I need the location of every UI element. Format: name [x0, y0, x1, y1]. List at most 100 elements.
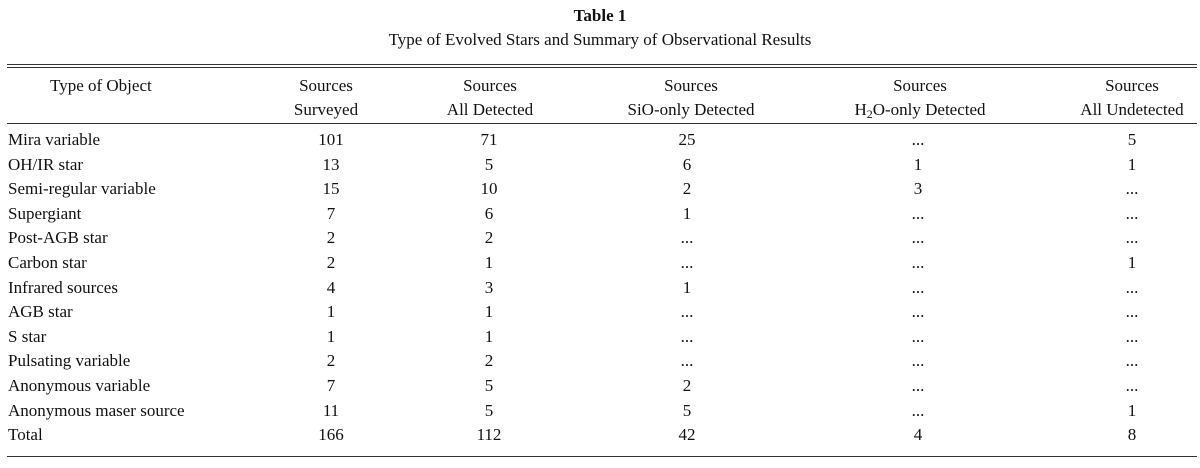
table-cell: 71 — [480, 130, 498, 149]
header-sources-surveyed: Sources Surveyed — [276, 74, 376, 122]
table-row: Total 166 112 42 4 8 — [0, 423, 1200, 448]
table-row: Semi-regular variable 15 10 2 3... — [0, 177, 1200, 202]
table-body: Mira variable 101 71 25... 5 OH/IR star 13 5 6 1 1… — [0, 128, 1200, 448]
table-cell: 2 — [484, 351, 494, 371]
table-row: Pulsating variable 2 2......... — [0, 349, 1200, 374]
table-cell: 1 — [326, 302, 336, 322]
table-cell: 8 — [1127, 425, 1137, 445]
table-cell: ... — [1125, 351, 1139, 371]
table-cell: ... — [911, 277, 925, 297]
table-row: Anonymous maser source 11 5 5... 1 — [0, 399, 1200, 424]
row-label: Anonymous maser source — [8, 400, 185, 420]
table-row: Supergiant 7 6 1...... — [0, 202, 1200, 227]
table-cell: ... — [911, 203, 925, 223]
table-cell: 10 — [480, 179, 498, 199]
header-label-h2o: H2O-only Detected — [820, 98, 1020, 122]
table-cell: 2 — [326, 228, 336, 248]
header-sources-h2o-only: Sources H2O-only Detected — [820, 74, 1020, 122]
table-cell: ... — [911, 375, 925, 395]
table-cell: 5 — [1127, 130, 1137, 149]
bottom-rule — [7, 456, 1197, 457]
header-rule — [7, 123, 1197, 124]
table-cell: 3 — [913, 179, 923, 199]
top-rule-1 — [7, 64, 1197, 65]
row-label: S star — [8, 326, 47, 346]
header-label: All Undetected — [1080, 100, 1184, 119]
table-cell: 166 — [318, 425, 344, 445]
table-cell: 1 — [1127, 252, 1137, 272]
table-row: Carbon star 2 1...... 1 — [0, 251, 1200, 276]
table-cell: ... — [680, 252, 694, 272]
table-cell: 1 — [1127, 400, 1137, 420]
table-cell: 2 — [326, 351, 336, 371]
header-label: All Detected — [446, 100, 534, 119]
table-row: Mira variable 101 71 25... 5 — [0, 128, 1200, 153]
table-cell: 1 — [326, 326, 336, 346]
table-cell: 3 — [484, 277, 494, 297]
table-cell: 1 — [913, 154, 923, 174]
table-cell: ... — [911, 351, 925, 371]
table-cell: ... — [911, 326, 925, 346]
table-row: Anonymous variable 7 5 2...... — [0, 374, 1200, 399]
table-cell: 5 — [484, 400, 494, 420]
table-cell: 7 — [326, 203, 336, 223]
table-cell: ... — [1125, 179, 1139, 199]
table-cell: 6 — [682, 154, 692, 174]
table-cell: 5 — [682, 400, 692, 420]
table-cell: ... — [911, 252, 925, 272]
table-cell: ... — [1125, 375, 1139, 395]
table-row: S star 1 1......... — [0, 325, 1200, 350]
table-cell: 2 — [326, 252, 336, 272]
table-cell: ... — [911, 130, 925, 149]
table-cell: ... — [680, 351, 694, 371]
table-cell: 13 — [322, 154, 340, 174]
table-cell: ... — [680, 228, 694, 248]
header-label: Sources — [1105, 76, 1159, 95]
row-label: Infrared sources — [8, 277, 118, 297]
row-label: Pulsating variable — [8, 351, 131, 371]
table-cell: 15 — [322, 179, 340, 199]
table-row: OH/IR star 13 5 6 1 1 — [0, 153, 1200, 178]
header-sources-all-detected: Sources All Detected — [420, 74, 560, 122]
table-cell: ... — [680, 326, 694, 346]
table-cell: 1 — [484, 252, 494, 272]
table-cell: 5 — [484, 375, 494, 395]
table-row: Post-AGB star 2 2......... — [0, 226, 1200, 251]
header-subscript: 2 — [866, 107, 873, 121]
table-cell: ... — [1125, 302, 1139, 322]
header-label: Surveyed — [293, 100, 359, 119]
table-cell: 112 — [476, 425, 502, 445]
header-label: Sources — [664, 76, 718, 95]
table-cell: ... — [911, 302, 925, 322]
header-sources-all-undetected: Sources All Undetected — [1064, 74, 1200, 122]
table-cell: ... — [1125, 228, 1139, 248]
header-label: Sources — [463, 76, 517, 95]
table-cell: 1 — [682, 277, 692, 297]
table-cell: 1 — [484, 326, 494, 346]
row-label: Anonymous variable — [8, 375, 151, 395]
header-label: Sources — [299, 76, 353, 95]
table-cell: 25 — [678, 130, 696, 149]
row-label: Mira variable — [8, 130, 101, 149]
table-subtitle: Type of Evolved Stars and Summary of Obs… — [388, 30, 812, 49]
header-type-of-object: Type of Object — [50, 74, 250, 98]
table-cell: ... — [1125, 277, 1139, 297]
row-label: Supergiant — [8, 203, 82, 223]
table-cell: 2 — [682, 375, 692, 395]
table-cell: 4 — [326, 277, 336, 297]
table-cell: 1 — [682, 203, 692, 223]
header-label: SiO-only Detected — [627, 100, 755, 119]
header-label: Sources — [893, 76, 947, 95]
header-h: H — [854, 100, 867, 119]
table-cell: 2 — [484, 228, 494, 248]
row-label: AGB star — [8, 302, 73, 322]
header-label: Type of Object — [50, 76, 152, 95]
table-cell: ... — [911, 400, 925, 420]
table-title: Table 1 — [573, 6, 627, 25]
table-cell: ... — [1125, 326, 1139, 346]
table-cell: 11 — [322, 400, 340, 420]
table-cell: 7 — [326, 375, 336, 395]
table-cell: 1 — [484, 302, 494, 322]
table-cell: ... — [1125, 203, 1139, 223]
